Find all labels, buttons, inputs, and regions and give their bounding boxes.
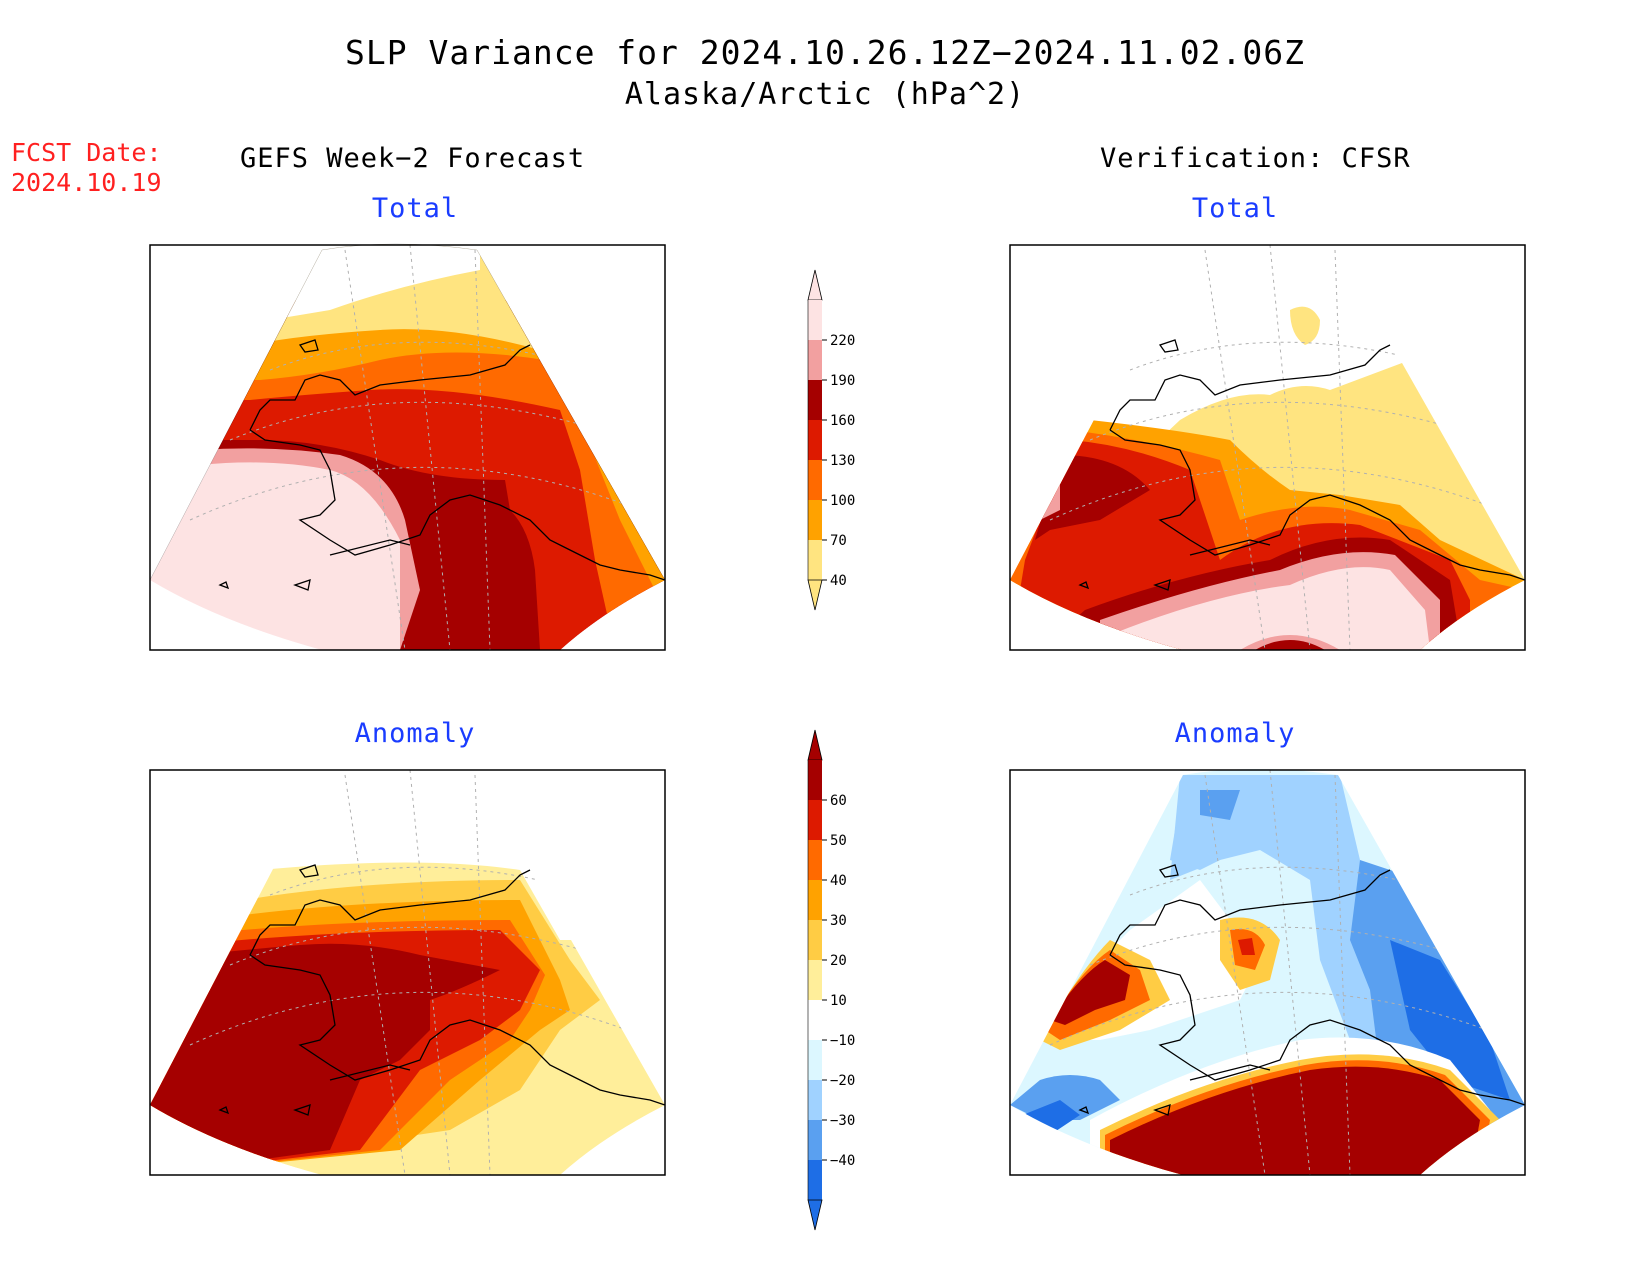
forecast-anomaly-frame bbox=[149, 769, 666, 1176]
shade-70-100 bbox=[150, 300, 665, 610]
colorbar-anomaly-tick-label: 30 bbox=[830, 913, 847, 929]
colorbar-anomaly-swatch bbox=[808, 760, 822, 800]
colorbar-total-tick-label: 70 bbox=[830, 533, 847, 549]
colorbar-anomaly-swatch bbox=[808, 920, 822, 960]
colorbar-anomaly-swatch bbox=[808, 800, 822, 840]
colorbar-anomaly: 60 50 40 30 20 10 −10 −20 −30 −40 bbox=[807, 729, 855, 1231]
colorbar-anomaly-swatch bbox=[808, 1080, 822, 1120]
colorbar-total-tick-label: 220 bbox=[830, 333, 855, 349]
coastline bbox=[1078, 864, 1525, 1116]
colorbar-anomaly-swatch bbox=[808, 1040, 822, 1080]
shade-60-plus bbox=[150, 943, 500, 1175]
verification-anomaly-map bbox=[1009, 769, 1526, 1176]
verification-total-map bbox=[1009, 244, 1526, 651]
colorbar-anomaly-tick-label: 50 bbox=[830, 833, 847, 849]
forecast-anomaly-title: Anomaly bbox=[354, 718, 476, 749]
colorbar-total-top-extension bbox=[807, 269, 823, 301]
colorbar-total-swatch bbox=[808, 540, 822, 580]
shade-220-plus bbox=[1110, 567, 1430, 650]
colorbar-total-tick-label: 190 bbox=[830, 373, 855, 389]
colorbar-anomaly-tick-label: 10 bbox=[830, 993, 847, 1009]
colorbar-total: 220 190 160 130 100 70 40 bbox=[807, 269, 855, 611]
colorbar-total-swatch bbox=[808, 380, 822, 420]
colorbar-anomaly-swatch bbox=[808, 1160, 822, 1200]
shade-60-plus-band bbox=[1110, 1066, 1480, 1175]
colorbar-anomaly-tick-label: −40 bbox=[830, 1153, 855, 1169]
colorbar-total-swatch bbox=[808, 420, 822, 460]
colorbar-total-swatch bbox=[808, 300, 822, 340]
shade-60-plus bbox=[1050, 960, 1130, 1025]
colorbar-anomaly-top-extension bbox=[807, 729, 823, 761]
colorbar-anomaly-swatch bbox=[808, 880, 822, 920]
colorbar-total-swatch bbox=[808, 500, 822, 540]
forecast-date-value: 2024.10.19 bbox=[11, 168, 162, 197]
forecast-date-label: FCST Date: bbox=[11, 138, 162, 167]
colorbar-total-swatch bbox=[808, 460, 822, 500]
colorbar-anomaly-swatch bbox=[808, 1000, 822, 1040]
colorbar-anomaly-tick-label: −10 bbox=[830, 1033, 855, 1049]
verification-column-header: Verification: CFSR bbox=[1100, 143, 1411, 174]
colorbar-total-tick-label: 40 bbox=[830, 573, 847, 589]
colorbar-total-tick-label: 130 bbox=[830, 453, 855, 469]
forecast-total-title: Total bbox=[371, 193, 459, 224]
colorbar-anomaly-tick-label: 60 bbox=[830, 793, 847, 809]
colorbar-total-tick-label: 160 bbox=[830, 413, 855, 429]
coastline bbox=[218, 339, 665, 591]
shade-100-130 bbox=[150, 300, 665, 650]
colorbar-anomaly-swatch bbox=[808, 960, 822, 1000]
shade-below-minus40 bbox=[1390, 940, 1510, 1100]
colorbar-anomaly-swatch bbox=[808, 840, 822, 880]
colorbar-anomaly-tick-label: 40 bbox=[830, 873, 847, 889]
colorbar-anomaly-tick-label: 20 bbox=[830, 953, 847, 969]
forecast-total-map bbox=[149, 243, 666, 651]
subtitle: Alaska/Arctic (hPa^2) bbox=[624, 77, 1026, 112]
colorbar-total-tick-label: 100 bbox=[830, 493, 855, 509]
colorbar-anomaly-bottom-extension bbox=[807, 1199, 823, 1231]
forecast-column-header: GEFS Week−2 Forecast bbox=[240, 143, 586, 174]
shade-40-70-blob bbox=[1290, 306, 1320, 345]
no-shade-region bbox=[270, 244, 480, 320]
main-title: SLP Variance for 2024.10.26.12Z−2024.11.… bbox=[345, 33, 1305, 72]
verification-total-title: Total bbox=[1191, 193, 1279, 224]
colorbar-total-swatch bbox=[808, 340, 822, 380]
verification-total-frame bbox=[1009, 244, 1526, 651]
verification-anomaly-title: Anomaly bbox=[1174, 718, 1296, 749]
colorbar-anomaly-tick-label: −30 bbox=[830, 1113, 855, 1129]
forecast-anomaly-map bbox=[149, 769, 666, 1176]
coastline bbox=[218, 864, 665, 1116]
forecast-total-frame bbox=[149, 244, 666, 651]
coastline bbox=[1078, 339, 1525, 591]
colorbar-total-bottom-extension bbox=[807, 579, 823, 611]
colorbar-anomaly-swatch bbox=[808, 1120, 822, 1160]
colorbar-anomaly-tick-label: −20 bbox=[830, 1073, 855, 1089]
verification-anomaly-frame bbox=[1009, 769, 1526, 1176]
